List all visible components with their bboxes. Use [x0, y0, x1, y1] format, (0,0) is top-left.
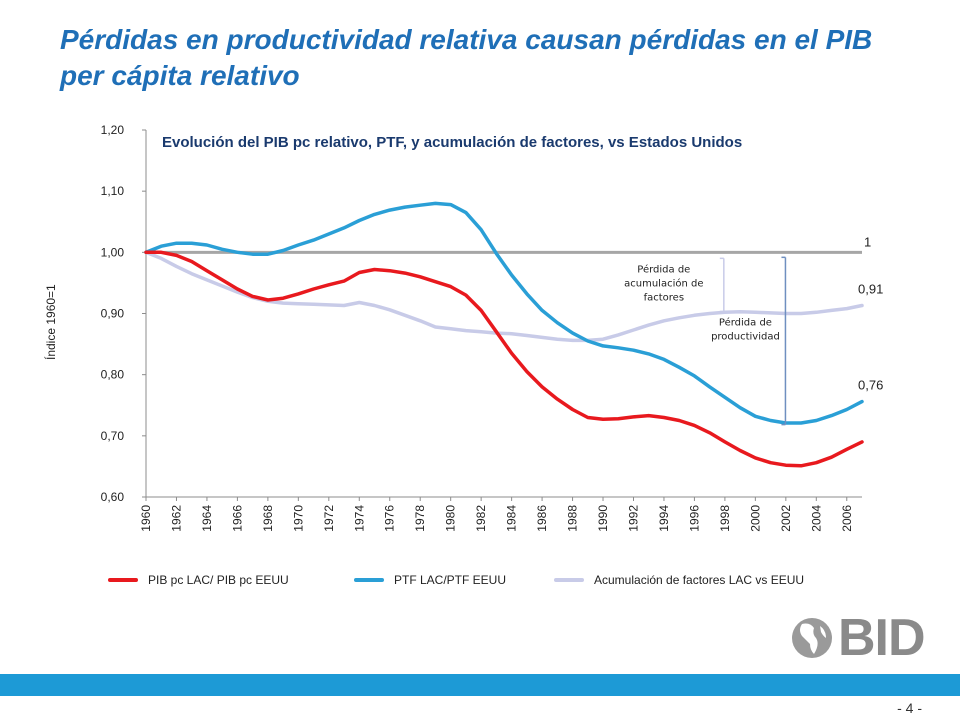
legend-swatch-pib	[108, 578, 138, 582]
legend-label-factores: Acumulación de factores LAC vs EEUU	[594, 573, 805, 587]
y-axis-label: Índice 1960=1	[44, 284, 58, 360]
series-end-label-1: 0,76	[858, 378, 883, 393]
x-tick-label: 1994	[657, 505, 671, 532]
legend-item-factores: Acumulación de factores LAC vs EEUU	[554, 573, 804, 587]
slide-title: Pérdidas en productividad relativa causa…	[60, 24, 873, 91]
x-tick-label: 1986	[535, 505, 549, 532]
x-tick-label: 2000	[748, 505, 762, 532]
x-tick-label: 1998	[718, 505, 732, 532]
y-tick-label: 0,90	[101, 307, 125, 321]
y-tick-label: 1,20	[101, 123, 125, 137]
x-tick-label: 1990	[596, 505, 610, 532]
x-tick-label: 1966	[230, 505, 244, 532]
x-tick-label: 1982	[474, 505, 488, 532]
x-tick-label: 1974	[352, 505, 366, 532]
legend-swatch-factores	[554, 578, 584, 582]
chart-title: Evolución del PIB pc relativo, PTF, y ac…	[162, 134, 743, 151]
y-tick-label: 0,60	[101, 490, 125, 504]
legend-item-pib: PIB pc LAC/ PIB pc EEUU	[108, 573, 289, 587]
x-tick-label: 1962	[169, 505, 183, 532]
annotation-label-factores: Pérdida de acumulación de factores	[624, 263, 703, 303]
legend-label-pib: PIB pc LAC/ PIB pc EEUU	[148, 573, 289, 587]
x-tick-label: 1970	[291, 505, 305, 532]
annotation-label-productividad: Pérdida de productividad	[711, 317, 780, 343]
legend-item-ptf: PTF LAC/PTF EEUU	[354, 573, 506, 587]
x-tick-label: 2004	[809, 505, 823, 532]
x-tick-label: 1968	[261, 505, 275, 532]
x-tick-label: 1984	[505, 505, 519, 532]
x-tick-label: 1980	[444, 505, 458, 532]
series-line-0	[144, 250, 864, 468]
y-tick-label: 0,70	[101, 429, 125, 443]
reference-line-label: 1	[864, 234, 871, 249]
x-tick-label: 1996	[687, 505, 701, 532]
x-tick-label: 1992	[626, 505, 640, 532]
page-number: - 4 -	[897, 700, 922, 716]
logo-text: BID	[838, 609, 926, 667]
line-chart: 0,60 0,70 0,80 0,90 1,00 1,10 1,20 1960 1962 1964…	[101, 123, 884, 532]
y-tick-label: 0,80	[101, 368, 125, 382]
series-line-1	[144, 201, 864, 425]
x-tick-label: 1978	[413, 505, 427, 532]
y-tick-label: 1,10	[101, 184, 125, 198]
legend-swatch-ptf	[354, 578, 384, 582]
bid-logo: BID	[790, 612, 940, 664]
legend-label-ptf: PTF LAC/PTF EEUU	[394, 573, 507, 587]
footer-bar	[0, 674, 960, 696]
x-tick-label: 1988	[566, 505, 580, 532]
x-tick-label: 2002	[779, 505, 793, 532]
y-tick-label: 1,00	[101, 245, 125, 259]
x-tick-label: 2006	[840, 505, 854, 532]
x-tick-label: 1976	[383, 505, 397, 532]
x-tick-label: 1960	[139, 505, 153, 532]
x-tick-label: 1972	[322, 505, 336, 532]
series-end-label-2: 0,91	[858, 282, 883, 297]
x-tick-label: 1964	[200, 505, 214, 532]
globe-icon	[792, 618, 832, 658]
